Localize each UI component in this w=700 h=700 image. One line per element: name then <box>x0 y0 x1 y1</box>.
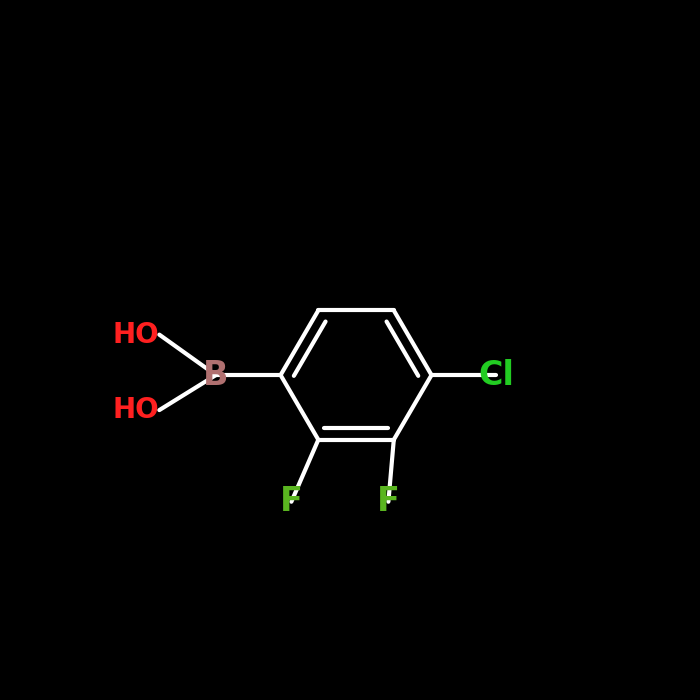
Text: F: F <box>280 485 303 518</box>
Text: B: B <box>203 358 229 391</box>
Text: HO: HO <box>113 321 160 349</box>
Text: HO: HO <box>113 396 160 424</box>
Text: Cl: Cl <box>478 358 514 391</box>
Text: F: F <box>377 485 400 518</box>
